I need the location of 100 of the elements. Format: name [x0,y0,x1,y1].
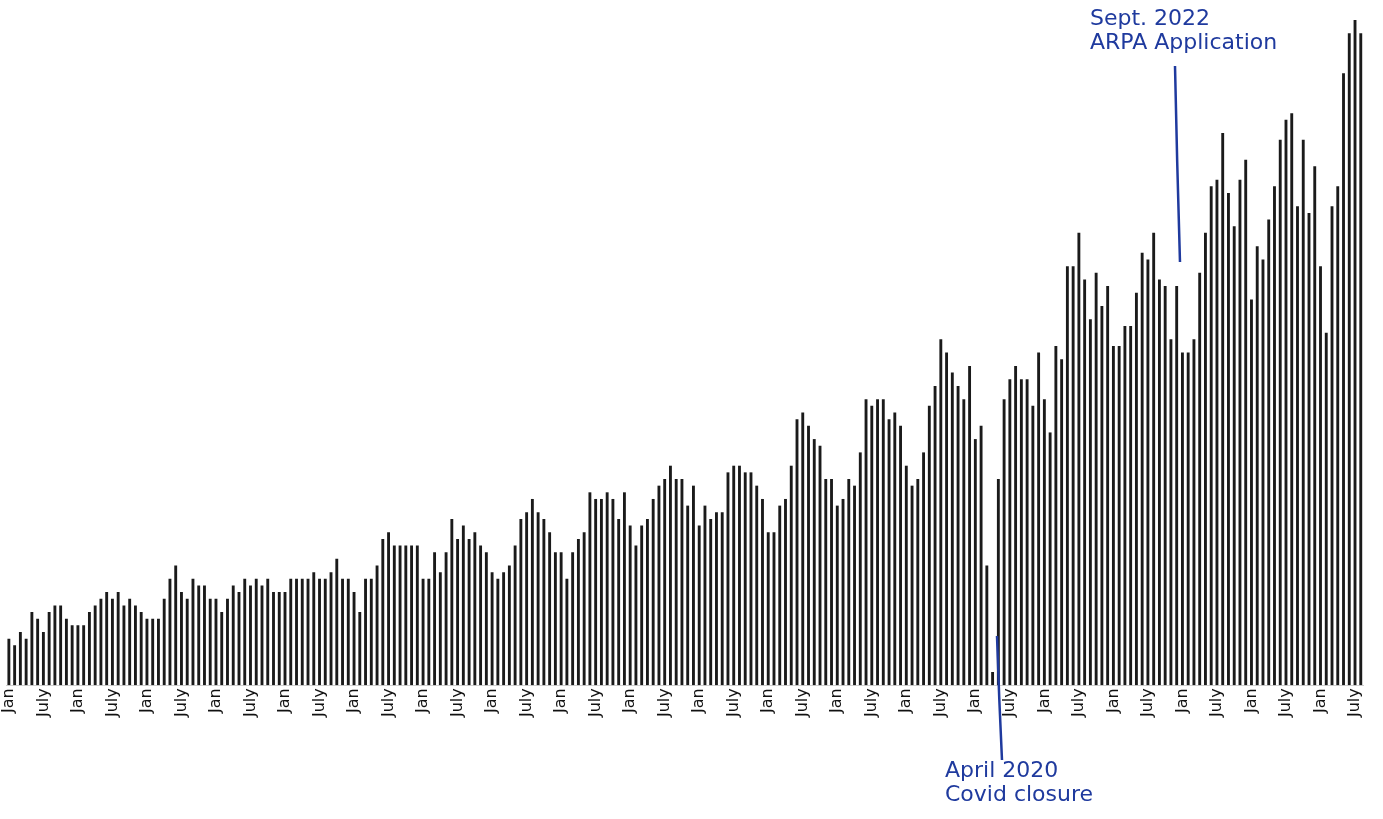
bar [300,578,304,686]
bar [174,565,178,686]
bar [565,578,569,686]
bar [548,532,552,686]
x-tick-label: July [1137,688,1157,719]
bar [985,565,989,686]
bar [467,538,471,686]
bar [461,525,465,686]
bar [1301,139,1305,686]
x-tick-label: Jan [688,688,708,714]
bar [657,485,661,686]
bar [421,578,425,686]
bar [208,598,212,686]
bar [669,465,672,686]
bar [870,405,874,686]
bar [582,532,586,686]
bar [507,565,511,686]
bar [1129,326,1133,686]
x-tick-label: Jan [1309,688,1329,714]
bar [231,585,235,686]
x-tick-label: July [860,688,880,719]
bar [651,498,655,686]
bar [1054,345,1058,686]
bar [444,552,448,686]
bar [709,518,713,686]
bar [18,632,22,686]
x-tick-label: July [1206,688,1226,719]
bar [1181,352,1184,686]
bar [128,598,132,686]
bar [1071,266,1075,686]
bar [415,545,419,686]
bar [93,605,97,686]
bar [1324,332,1328,686]
x-tick-label: Jan [619,688,639,714]
bar [59,605,63,686]
bar [640,525,644,686]
bar [847,479,851,686]
bar [830,479,833,686]
bar [542,518,546,686]
bar [1209,186,1213,686]
bar [1347,33,1351,686]
x-tick-label: July [653,688,673,719]
annotation: Sept. 2022 ARPA Application [1090,5,1278,54]
bar [617,518,621,686]
x-tick-label: July [722,688,742,719]
bar [576,538,580,686]
x-tick-label: Jan [205,688,225,714]
bar [185,598,189,686]
bar [1250,299,1253,686]
bar [82,625,86,686]
bar [1204,232,1207,686]
bar [289,578,293,686]
bar [364,578,367,686]
x-tick-label: July [1275,688,1295,719]
bar [1037,352,1041,686]
x-tick-label: July [584,688,604,719]
bar [318,578,321,686]
bar [1186,352,1190,686]
bar [456,538,460,686]
bar [899,425,902,686]
bar [346,578,350,686]
x-tick-label: Jan [0,688,18,714]
bar [220,612,224,686]
x-tick-label: Jan [412,688,432,714]
x-tick-label: Jan [136,688,156,714]
bar [755,485,759,686]
bar [1060,359,1064,686]
bar [1031,405,1035,686]
bar [645,518,649,686]
x-tick-label: July [101,688,121,719]
x-tick-label: Jan [1102,688,1122,714]
bar [450,518,454,686]
bar [1146,259,1150,686]
bar [1227,192,1230,686]
x-tick-label: July [32,688,52,719]
bar [1134,292,1138,686]
bar [24,638,28,686]
bar [335,558,339,686]
bar [87,612,91,686]
bar [812,439,816,686]
bar [1157,279,1161,686]
bar [1169,339,1173,686]
bar [950,372,954,686]
bar [824,479,828,686]
bar [1100,306,1104,686]
bar [105,592,109,686]
bar [1065,266,1069,686]
bar [1106,286,1110,686]
bar [766,532,770,686]
bar [295,578,298,686]
bar [881,399,885,686]
bar [1048,432,1052,686]
x-tick-label: July [929,688,949,719]
bar [536,512,540,686]
bar [438,572,442,686]
bar [1008,379,1012,686]
bar [738,465,741,686]
bar [479,545,483,686]
bar [1152,232,1156,686]
bar [76,625,80,686]
